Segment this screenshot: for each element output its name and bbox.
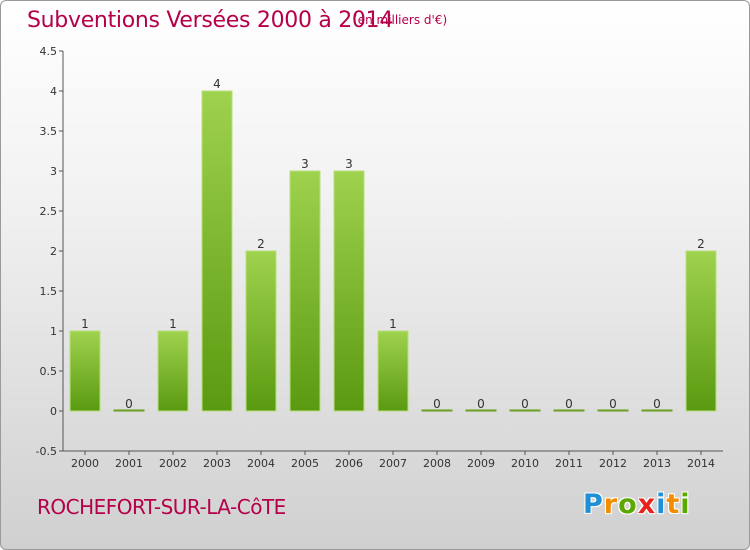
- logo-letter: x: [637, 489, 657, 520]
- data-label: 0: [477, 397, 485, 411]
- place-name: ROCHEFORT-SUR-LA-CôTE: [37, 495, 286, 519]
- y-tick-label: 4.5: [40, 45, 58, 58]
- bar: [201, 90, 233, 412]
- y-tick-label: 2.5: [40, 205, 58, 218]
- data-label: 4: [213, 77, 221, 91]
- x-tick-label: 2004: [247, 457, 275, 470]
- data-label: 0: [521, 397, 529, 411]
- x-tick-label: 2013: [643, 457, 671, 470]
- data-label: 2: [697, 237, 705, 251]
- y-tick-label: 4: [50, 85, 57, 98]
- logo-letter: i: [656, 489, 667, 520]
- bar: [553, 409, 585, 412]
- y-tick-label: 1.5: [40, 285, 58, 298]
- data-label: 2: [257, 237, 265, 251]
- x-tick-label: 2006: [335, 457, 363, 470]
- y-tick-label: 0.5: [40, 365, 58, 378]
- x-tick-label: 2014: [687, 457, 715, 470]
- data-label: 0: [653, 397, 661, 411]
- x-tick-label: 2011: [555, 457, 583, 470]
- x-tick-label: 2005: [291, 457, 319, 470]
- bar: [113, 409, 145, 412]
- data-label: 3: [345, 157, 353, 171]
- data-label: 1: [169, 317, 177, 331]
- data-label: 3: [301, 157, 309, 171]
- bar: [245, 250, 277, 412]
- logo-letter: i: [680, 489, 691, 520]
- y-tick-label: 3.5: [40, 125, 58, 138]
- bar: [641, 409, 673, 412]
- data-label: 0: [433, 397, 441, 411]
- x-tick-label: 2010: [511, 457, 539, 470]
- bar: [421, 409, 453, 412]
- x-tick-label: 2001: [115, 457, 143, 470]
- bar: [289, 170, 321, 412]
- bar: [157, 330, 189, 412]
- bar: [465, 409, 497, 412]
- data-label: 0: [609, 397, 617, 411]
- y-tick-label: 2: [50, 245, 57, 258]
- bar: [333, 170, 365, 412]
- logo-letter: r: [603, 489, 619, 520]
- y-tick-label: 3: [50, 165, 57, 178]
- x-tick-label: 2012: [599, 457, 627, 470]
- bar: [597, 409, 629, 412]
- logo-letter: t: [666, 489, 681, 520]
- data-label: 1: [81, 317, 89, 331]
- bar: [685, 250, 717, 412]
- logo-letter: P: [583, 489, 604, 520]
- bar: [509, 409, 541, 412]
- bar: [377, 330, 409, 412]
- data-label: 1: [389, 317, 397, 331]
- chart-unit: (en milliers d'€): [353, 13, 448, 27]
- x-tick-label: 2002: [159, 457, 187, 470]
- x-tick-label: 2007: [379, 457, 407, 470]
- proxiti-logo: Proxiti: [583, 489, 691, 520]
- y-tick-label: 1: [50, 325, 57, 338]
- x-tick-label: 2003: [203, 457, 231, 470]
- y-tick-label: -0.5: [36, 445, 57, 458]
- y-tick-label: 0: [50, 405, 57, 418]
- x-tick-label: 2000: [71, 457, 99, 470]
- bar: [69, 330, 101, 412]
- logo-letter: o: [618, 489, 638, 520]
- data-label: 0: [565, 397, 573, 411]
- data-label: 0: [125, 397, 133, 411]
- chart-title: Subventions Versées 2000 à 2014: [27, 8, 394, 33]
- x-tick-label: 2009: [467, 457, 495, 470]
- x-tick-label: 2008: [423, 457, 451, 470]
